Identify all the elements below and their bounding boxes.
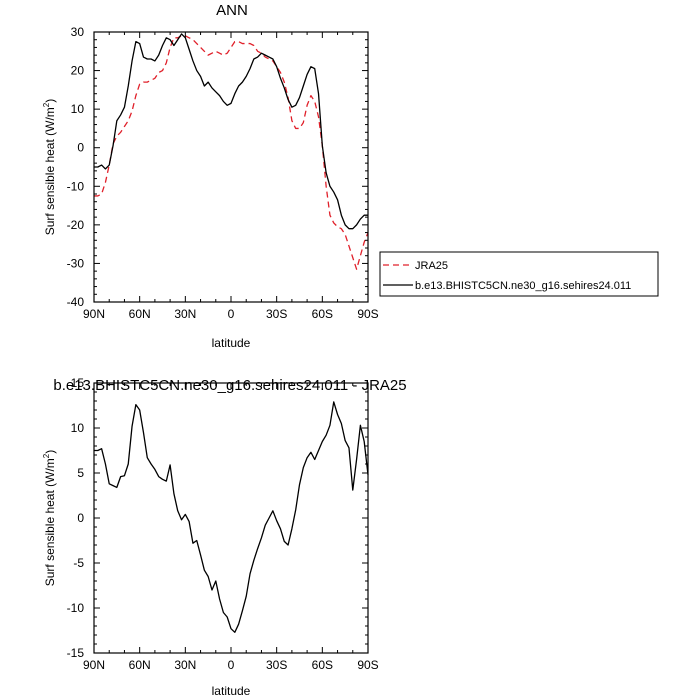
- top-y-tick-label: 30: [71, 25, 85, 39]
- top-y-tick-label: 0: [77, 141, 84, 155]
- top-plot-lines: [94, 33, 369, 270]
- top-series-line-0: [94, 35, 369, 270]
- bottom-y-tick-label: -10: [67, 601, 85, 615]
- top-x-tick-label: 90N: [83, 307, 105, 321]
- top-chart-title: ANN: [216, 2, 248, 19]
- bottom-y-tick-label: 0: [77, 511, 84, 525]
- bottom-y-axis-label-close: ): [43, 450, 57, 454]
- top-x-tick-label: 0: [228, 307, 235, 321]
- bottom-axis-ticks: 90N 60N 30N 0 30S 60S 90S 15 10 5 0 -5 -10 -15: [67, 376, 379, 672]
- top-plot-frame: [93, 31, 369, 303]
- legend: JRA25 b.e13.BHISTC5CN.ne30_g16.sehires24…: [379, 251, 659, 297]
- top-y-axis-label-main: Surf sensible heat (W/m: [43, 107, 57, 235]
- bottom-plot-lines: [94, 401, 369, 633]
- bottom-chart-title: b.e13.BHISTC5CN.ne30_g16.sehires24.011 -…: [53, 377, 406, 394]
- bottom-y-tick-label: -15: [67, 646, 85, 660]
- top-y-tick-label: -40: [67, 295, 85, 309]
- bottom-panel: b.e13.BHISTC5CN.ne30_g16.sehires24.011 -…: [42, 376, 407, 698]
- bottom-x-tick-label: 0: [228, 658, 235, 672]
- top-x-tick-label: 90S: [357, 307, 378, 321]
- legend-box: [379, 251, 659, 297]
- top-series-line-1: [94, 33, 368, 230]
- top-x-tick-label: 60S: [312, 307, 333, 321]
- top-y-tick-label: 20: [71, 64, 85, 78]
- top-x-tick-label: 60N: [129, 307, 151, 321]
- top-y-tick-label: -10: [67, 179, 85, 193]
- top-axis-ticks: 90N 60N 30N 0 30S 60S 90S 30 20 10 0 -10 -20 -30 -40: [67, 25, 379, 321]
- bottom-x-tick-label: 60N: [129, 658, 151, 672]
- bottom-y-axis-label: Surf sensible heat (W/m2): [42, 450, 57, 587]
- bottom-plot-frame: [93, 382, 369, 654]
- bottom-x-tick-label: 60S: [312, 658, 333, 672]
- top-y-axis-label-superscript: 2: [42, 102, 51, 107]
- top-panel: ANN 90N 60N 30N 0 30S 60S 90S 30 20 10 0 -10 -20 -30 -…: [42, 2, 379, 350]
- top-x-tick-label: 30S: [266, 307, 287, 321]
- legend-label-jra25: JRA25: [415, 260, 448, 272]
- bottom-y-tick-label: 10: [71, 421, 85, 435]
- top-x-tick-label: 30N: [174, 307, 196, 321]
- top-y-tick-label: -30: [67, 256, 85, 270]
- bottom-y-tick-label: -5: [73, 556, 84, 570]
- top-y-axis-label-close: ): [43, 99, 57, 103]
- top-y-tick-label: -20: [67, 218, 85, 232]
- bottom-series-line-0: [94, 401, 369, 633]
- bottom-y-axis-label-superscript: 2: [42, 453, 51, 458]
- top-y-axis-label: Surf sensible heat (W/m2): [42, 99, 57, 236]
- bottom-y-tick-label: 15: [71, 376, 85, 390]
- top-x-axis-label: latitude: [212, 336, 251, 350]
- bottom-y-axis-label-main: Surf sensible heat (W/m: [43, 458, 57, 586]
- bottom-x-axis-label: latitude: [212, 684, 251, 698]
- top-y-tick-label: 10: [71, 102, 85, 116]
- bottom-x-tick-label: 90N: [83, 658, 105, 672]
- bottom-x-tick-label: 90S: [357, 658, 378, 672]
- legend-label-model: b.e13.BHISTC5CN.ne30_g16.sehires24.011: [415, 280, 631, 292]
- bottom-x-tick-label: 30N: [174, 658, 196, 672]
- bottom-x-tick-label: 30S: [266, 658, 287, 672]
- bottom-y-tick-label: 5: [77, 466, 84, 480]
